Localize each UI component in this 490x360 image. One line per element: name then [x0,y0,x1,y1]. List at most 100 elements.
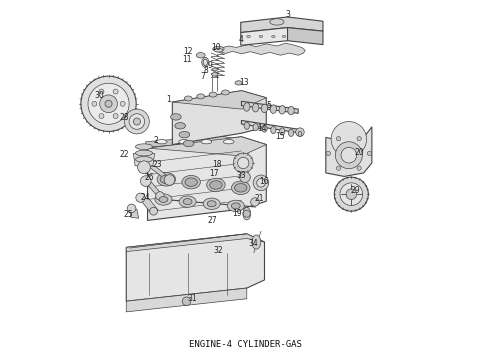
Text: 13: 13 [240,78,249,87]
Polygon shape [126,234,265,301]
Circle shape [368,151,371,156]
Ellipse shape [244,122,249,129]
Polygon shape [241,28,288,45]
Circle shape [127,204,136,213]
Ellipse shape [135,144,152,149]
Text: 30: 30 [94,91,104,100]
Ellipse shape [184,96,192,101]
Circle shape [133,118,141,125]
Circle shape [346,189,357,199]
Polygon shape [326,127,372,176]
Polygon shape [172,91,266,145]
Polygon shape [139,198,158,210]
Circle shape [182,297,191,306]
Text: 27: 27 [208,216,217,225]
Ellipse shape [280,128,285,135]
Text: 7: 7 [201,72,206,81]
Circle shape [334,177,368,211]
Ellipse shape [271,35,275,37]
Circle shape [341,147,357,163]
Ellipse shape [160,175,172,184]
Ellipse shape [261,104,268,113]
Ellipse shape [243,207,251,220]
Ellipse shape [252,103,259,112]
Circle shape [124,109,149,134]
Text: 25: 25 [124,210,134,219]
Circle shape [164,175,175,185]
Circle shape [357,166,361,170]
Ellipse shape [235,184,247,192]
Polygon shape [148,167,172,180]
Circle shape [243,210,250,217]
Ellipse shape [182,175,200,189]
Polygon shape [146,136,248,147]
Ellipse shape [289,129,294,136]
Text: 29: 29 [351,186,361,195]
Circle shape [331,122,367,157]
Polygon shape [242,101,298,113]
Ellipse shape [171,114,181,120]
Circle shape [238,157,249,168]
Text: 1: 1 [167,95,171,104]
Text: 8: 8 [204,66,208,75]
Ellipse shape [252,235,261,249]
Polygon shape [126,288,247,312]
Polygon shape [242,121,299,133]
Text: 11: 11 [182,55,191,64]
Circle shape [136,193,145,202]
Polygon shape [130,209,139,218]
Text: 9: 9 [207,61,212,70]
Ellipse shape [209,92,217,97]
Circle shape [81,76,136,131]
Circle shape [105,100,112,107]
Circle shape [326,151,330,156]
Ellipse shape [135,157,152,162]
Polygon shape [241,17,323,32]
Ellipse shape [244,103,250,111]
Ellipse shape [212,73,218,76]
Ellipse shape [196,53,205,58]
Circle shape [240,172,250,183]
Ellipse shape [270,105,276,113]
Text: 16: 16 [260,177,270,186]
Circle shape [99,95,118,113]
Text: 21: 21 [254,194,264,203]
Ellipse shape [262,125,267,132]
Ellipse shape [159,197,168,203]
Ellipse shape [235,81,242,85]
Text: 19: 19 [232,209,242,218]
Text: 26: 26 [145,173,154,182]
Text: 22: 22 [119,150,128,159]
Circle shape [99,114,104,118]
Circle shape [253,175,269,191]
Text: 34: 34 [248,239,258,248]
Ellipse shape [179,140,189,144]
Text: ENGINE-4 CYLINDER-GAS: ENGINE-4 CYLINDER-GAS [189,341,301,350]
Ellipse shape [179,131,190,138]
Text: 20: 20 [354,148,364,157]
Circle shape [113,89,118,94]
Ellipse shape [155,194,172,205]
Ellipse shape [203,198,220,210]
Circle shape [340,183,363,206]
Ellipse shape [157,172,175,186]
Circle shape [149,207,157,215]
Ellipse shape [270,126,276,134]
Polygon shape [144,181,163,195]
Polygon shape [147,137,266,220]
Ellipse shape [183,199,192,204]
Text: 28: 28 [119,113,128,122]
Circle shape [120,101,125,106]
Circle shape [88,83,129,124]
Ellipse shape [247,35,250,37]
Ellipse shape [223,140,234,144]
Circle shape [257,179,265,187]
Text: 18: 18 [212,160,221,169]
Ellipse shape [270,19,284,25]
Ellipse shape [201,140,212,144]
Text: 15: 15 [275,132,285,141]
Circle shape [357,136,361,141]
Ellipse shape [185,178,197,186]
Circle shape [233,153,253,173]
Polygon shape [288,28,323,45]
